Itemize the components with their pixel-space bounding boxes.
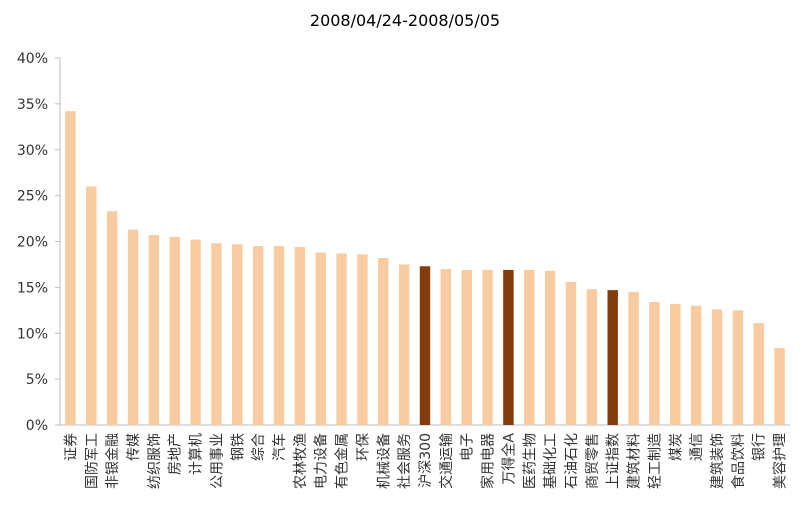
bar-石油石化 — [565, 281, 577, 425]
bar-家用电器 — [482, 269, 493, 425]
x-tick-label: 石油石化 — [564, 433, 580, 489]
bar-基础化工 — [544, 270, 556, 425]
x-tick-label: 国防军工 — [84, 433, 100, 489]
x-tick-label: 社会服务 — [397, 433, 413, 489]
x-tick-label: 房地产 — [168, 433, 184, 475]
x-tick-label: 沪深300 — [418, 433, 434, 488]
bar-房地产 — [169, 236, 180, 425]
bar-上证指数 — [607, 290, 618, 425]
bar-环保 — [357, 254, 368, 425]
bar-纺织服饰 — [148, 235, 160, 425]
x-tick-label: 商贸零售 — [585, 433, 601, 489]
x-tick-label: 通信 — [689, 433, 705, 461]
y-tick-label: 25% — [17, 189, 48, 205]
y-tick-label: 5% — [26, 372, 48, 388]
bar-传媒 — [127, 229, 139, 425]
bar-通信 — [690, 305, 702, 425]
x-tick-label: 公用事业 — [209, 433, 225, 489]
bar-国防军工 — [86, 186, 97, 425]
bar-社会服务 — [398, 264, 410, 425]
y-axis: 0% 5% 10% 15% 20% 25% 30% 35% 40% — [17, 51, 61, 434]
bar-万得全A — [503, 269, 514, 425]
y-tick-label: 40% — [17, 51, 48, 67]
bar-建筑材料 — [628, 291, 639, 425]
bar-有色金属 — [336, 253, 347, 425]
bar-银行 — [753, 323, 764, 425]
y-tick-label: 35% — [17, 97, 48, 113]
category-labels: 证券 国防军工 非银金融 传媒 纺织服饰 房地产 计算机 公用事业 钢铁 综合 汽车 农林牧渔 电力设备… — [63, 433, 788, 489]
x-tick-label: 建筑装饰 — [710, 433, 726, 489]
x-tick-label: 证券 — [63, 433, 79, 461]
y-tick-label: 20% — [17, 235, 48, 251]
bar-农林牧渔 — [294, 247, 306, 425]
x-tick-label: 环保 — [355, 433, 371, 461]
x-tick-label: 农林牧渔 — [293, 433, 309, 489]
x-tick-label: 万得全A — [500, 433, 517, 485]
x-tick-label: 汽车 — [271, 433, 288, 461]
x-tick-label: 银行 — [752, 433, 768, 461]
x-tick-label: 轻工制造 — [647, 433, 663, 489]
bar-计算机 — [190, 239, 201, 425]
x-tick-label: 有色金属 — [334, 433, 351, 489]
y-tick-label: 0% — [26, 418, 48, 434]
bar-煤炭 — [670, 303, 681, 425]
bar-证券 — [65, 111, 76, 426]
bar-食品饮料 — [732, 310, 744, 425]
bar-公用事业 — [211, 243, 222, 425]
x-tick-label: 建筑材料 — [627, 433, 643, 489]
bar-沪深300 — [419, 266, 431, 425]
bar-美容护理 — [774, 347, 785, 425]
bar-电子 — [461, 269, 472, 425]
bar-电力设备 — [315, 252, 326, 425]
bar-非银金融 — [106, 211, 118, 425]
x-tick-label: 上证指数 — [606, 433, 622, 489]
bars-group — [65, 111, 785, 426]
bar-医药生物 — [524, 269, 535, 425]
x-tick-label: 美容护理 — [772, 433, 789, 489]
y-tick-label: 10% — [17, 326, 48, 342]
x-tick-label: 非银金融 — [105, 433, 121, 489]
x-tick-label: 煤炭 — [668, 433, 684, 461]
bar-商贸零售 — [586, 289, 598, 425]
bar-交通运输 — [440, 269, 452, 425]
x-tick-label: 钢铁 — [230, 433, 246, 461]
x-tick-label: 机械设备 — [375, 433, 392, 489]
x-tick-label: 综合 — [251, 433, 267, 461]
bar-机械设备 — [378, 258, 389, 425]
x-tick-label: 基础化工 — [542, 433, 559, 489]
bar-钢铁 — [232, 244, 243, 425]
x-tick-label: 电力设备 — [313, 433, 330, 489]
x-tick-label: 纺织服饰 — [147, 433, 163, 489]
x-tick-label: 医药生物 — [522, 433, 538, 489]
x-tick-label: 家用电器 — [480, 433, 497, 489]
x-tick-label: 传媒 — [126, 433, 142, 461]
bar-轻工制造 — [649, 302, 660, 425]
x-tick-label: 电子 — [460, 433, 476, 461]
bar-汽车 — [273, 246, 285, 425]
x-tick-label: 食品饮料 — [730, 433, 747, 489]
y-tick-label: 30% — [17, 143, 48, 159]
bar-综合 — [252, 246, 264, 425]
chart-title: 2008/04/24-2008/05/05 — [310, 11, 500, 30]
y-tick-label: 15% — [17, 280, 48, 296]
bar-建筑装饰 — [711, 309, 723, 425]
x-tick-label: 交通运输 — [438, 433, 455, 489]
x-tick-label: 计算机 — [189, 433, 205, 475]
